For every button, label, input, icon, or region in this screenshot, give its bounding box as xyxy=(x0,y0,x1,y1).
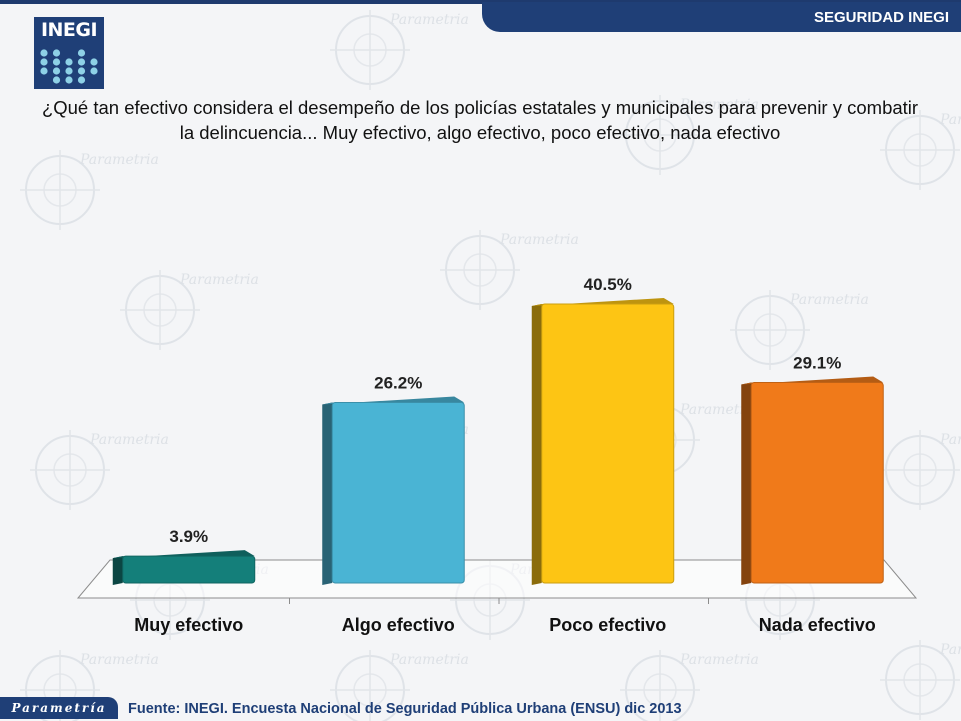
bar-1 xyxy=(112,550,256,585)
watermark-word: Parametria xyxy=(939,112,961,128)
watermark-word: Parametria xyxy=(179,272,259,288)
watermark-circle-xyz-icon: Parametria xyxy=(330,650,469,721)
bar-front-face xyxy=(331,402,465,584)
watermark-word: Parametria xyxy=(679,97,759,113)
value-label: 3.9% xyxy=(169,527,208,546)
watermark-circle-xyz-icon: Parametria xyxy=(620,95,759,175)
bar-side-face xyxy=(741,382,752,585)
header-banner: SEGURIDAD INEGI xyxy=(482,2,961,32)
watermark-circle-xyz-icon: Parametria xyxy=(20,150,159,230)
bar-side-face xyxy=(322,402,333,585)
inegi-logo: INEGI xyxy=(34,17,104,89)
bar-front-face xyxy=(750,382,884,584)
watermark-word: Parametria xyxy=(79,652,159,668)
footer-brand: Parametría xyxy=(0,697,118,719)
survey-question: ¿Qué tan efectivo considera el desempeño… xyxy=(41,97,919,143)
top-stripe xyxy=(0,0,961,4)
value-label: 40.5% xyxy=(584,275,632,294)
category-label: Poco efectivo xyxy=(549,615,666,635)
bar-front-face xyxy=(122,555,256,584)
watermark-word: Parametria xyxy=(679,402,759,418)
footer-source: Fuente: INEGI. Encuesta Nacional de Segu… xyxy=(128,701,682,717)
watermark-word: Parametria xyxy=(939,432,961,448)
watermark-word: Parametria xyxy=(789,292,869,308)
watermark-circle-xyz-icon: Parametria xyxy=(440,230,579,310)
watermark-word: Parametria xyxy=(389,12,469,28)
value-label: 26.2% xyxy=(374,374,422,393)
watermark-circle-xyz-icon: Parametria xyxy=(20,650,159,721)
watermark-word: Parametria xyxy=(89,432,169,448)
watermark-circle-xyz-icon: Parametria xyxy=(330,10,469,90)
watermark-word: Parametria xyxy=(389,652,469,668)
chart-floor xyxy=(76,559,918,599)
bar-2 xyxy=(322,396,465,585)
category-label: Algo efectivo xyxy=(342,615,455,635)
watermark-circle-xyz-icon: Parametria xyxy=(620,650,759,721)
category-label: Muy efectivo xyxy=(134,615,243,635)
header-title: SEGURIDAD INEGI xyxy=(813,8,949,26)
watermark-word: Parametria xyxy=(679,652,759,668)
watermark-word: Parametria xyxy=(79,152,159,168)
category-label: Nada efectivo xyxy=(759,615,876,635)
watermark-circle-xyz-icon: Parametria xyxy=(120,270,259,350)
watermark-circle-xyz-icon: Parametria xyxy=(30,430,169,510)
watermark-circle-xyz-icon: Parametria xyxy=(730,290,869,370)
logo-text: INEGI xyxy=(40,19,98,41)
bar-side-face xyxy=(531,304,542,585)
value-label: 29.1% xyxy=(793,354,841,373)
logo-dots-icon xyxy=(40,49,98,84)
bar-side-face xyxy=(112,556,123,585)
bar-4 xyxy=(741,376,884,585)
watermark-word: Parametria xyxy=(499,232,579,248)
bar-front-face xyxy=(541,303,675,584)
bar-3 xyxy=(531,298,675,585)
watermark-circle-xyz-icon: Parametria xyxy=(880,110,961,190)
watermark-circle-xyz-icon: Parametria xyxy=(880,640,961,720)
watermark-circle-xyz-icon: Parametria xyxy=(880,430,961,510)
watermark-word: Parametria xyxy=(939,642,961,658)
